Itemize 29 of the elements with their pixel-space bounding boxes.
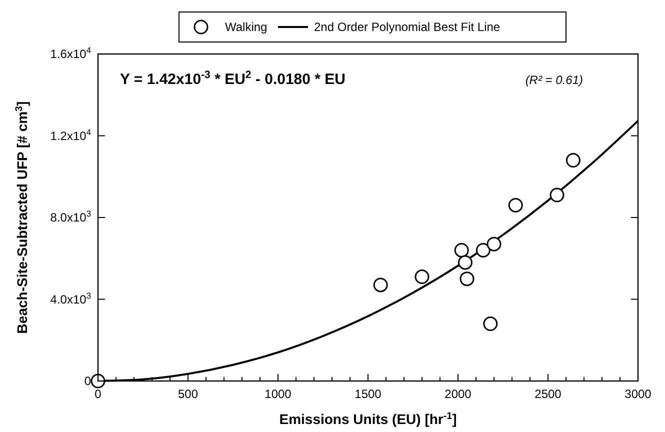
point bbox=[90, 374, 106, 388]
point bbox=[566, 153, 580, 168]
x-axis-title: Emissions Units (EU) [hr$^{-1}$] bbox=[279, 410, 457, 427]
y-tick-label: 8.0x10$^{3}$ bbox=[50, 208, 92, 224]
point bbox=[373, 278, 388, 292]
x-tick-label: 2000 bbox=[444, 387, 472, 401]
point bbox=[483, 316, 498, 332]
x-tick-label: 0 bbox=[94, 387, 102, 401]
y-tick-label: 1.6x10$^{4}$ bbox=[50, 45, 92, 61]
y-tick-label: 1.2x10$^{4}$ bbox=[50, 126, 92, 143]
annotation: Y = 1.42x10$^{-3}$ * EU$^{2}$ - 0.0180 * EU bbox=[120, 69, 346, 88]
x-tick-label: 2500 bbox=[534, 387, 562, 401]
annotation: (R² = 0.61) bbox=[525, 73, 583, 87]
x-tick-label: 500 bbox=[178, 387, 198, 401]
legend-label: Walking bbox=[225, 20, 268, 34]
point bbox=[476, 242, 490, 258]
x-tick-label: 1500 bbox=[354, 387, 382, 401]
point bbox=[458, 255, 472, 270]
point bbox=[454, 242, 469, 258]
point bbox=[508, 198, 523, 212]
y-tick-label: 0 bbox=[84, 374, 92, 388]
point bbox=[460, 272, 474, 286]
point bbox=[414, 270, 430, 284]
x-tick-label: 1000 bbox=[264, 387, 292, 401]
point bbox=[486, 236, 502, 252]
y-tick-label: 4.0x10$^{3}$ bbox=[50, 290, 92, 306]
x-tick-label: 3000 bbox=[624, 387, 652, 401]
legend-label: 2nd Order Polynomial Best Fit Line bbox=[314, 20, 500, 34]
point bbox=[550, 188, 564, 202]
